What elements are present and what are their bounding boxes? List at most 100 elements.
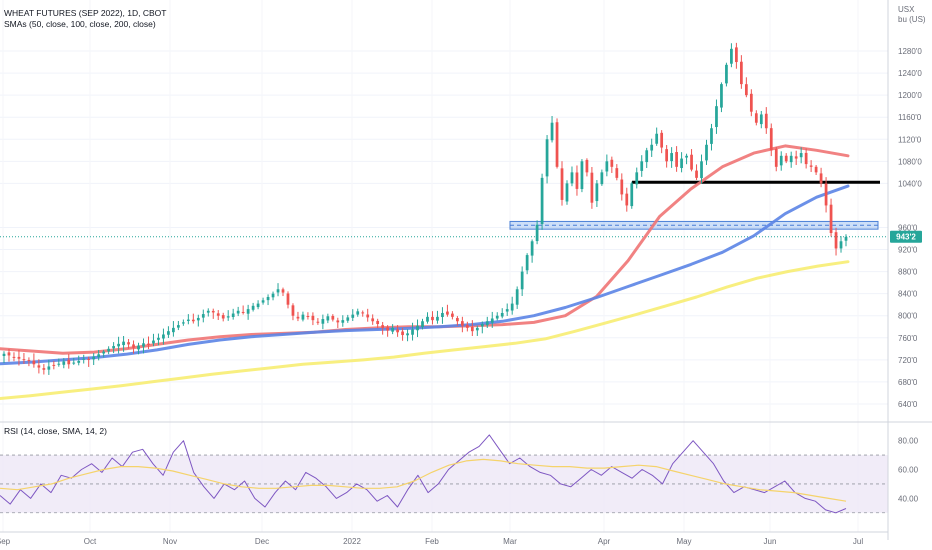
candle-body (705, 144, 708, 161)
price-tick-label: 720'0 (898, 356, 918, 365)
time-tick-label: Feb (425, 537, 439, 546)
candle-body (306, 316, 310, 318)
candle-body (231, 313, 235, 318)
candle-body (695, 170, 698, 178)
candle-body (829, 204, 833, 234)
price-tick-label: 680'0 (898, 378, 918, 387)
rsi-pane: 80.00 60.00 40.00 (0, 434, 919, 514)
candle-body (630, 183, 634, 207)
candle-body (421, 321, 424, 328)
unit-label: bu (US) (898, 15, 926, 24)
candle-body (216, 313, 220, 316)
candle-body (670, 153, 673, 162)
time-tick-label: 2022 (343, 537, 361, 546)
candle-body (730, 48, 733, 64)
candle-body (650, 144, 654, 151)
candle-body (754, 113, 758, 123)
candle-body (749, 93, 753, 112)
candle-body (431, 316, 434, 321)
candle-body (132, 344, 135, 348)
candle-body (480, 324, 484, 327)
candle-body (152, 340, 155, 344)
time-axis: Sep Oct Nov Dec 2022 Feb Mar Apr May Jun Jul (0, 537, 863, 546)
sma-lines (0, 144, 850, 400)
candle-body (42, 368, 46, 370)
price-tick-label: 880'0 (898, 268, 918, 277)
sma-legend: SMAs (50, close, 100, close, 200, close) (4, 19, 156, 29)
price-tick-label: 1280'0 (898, 47, 922, 56)
time-tick-label: Apr (598, 537, 611, 546)
candle-body (346, 317, 350, 321)
candle-body (545, 139, 549, 177)
candle-body (2, 353, 6, 356)
candle-body (7, 352, 11, 356)
candle-body (620, 179, 624, 195)
time-tick-label: Sep (0, 537, 11, 546)
candle-body (72, 362, 76, 364)
candle-body (834, 232, 838, 249)
candle-body (665, 149, 669, 162)
candle-body (675, 152, 678, 167)
candle-body (720, 84, 723, 108)
candle-body (710, 128, 713, 144)
candle-body (62, 361, 66, 365)
candle-body (406, 333, 409, 336)
candle-body (22, 359, 26, 361)
candle-body (605, 161, 609, 172)
price-grid (0, 50, 888, 405)
candle-body (740, 61, 743, 85)
candle-body (660, 132, 664, 148)
candle-body (211, 310, 215, 313)
candle-body (725, 64, 728, 84)
candle-body (625, 193, 629, 206)
candle-body (226, 316, 230, 318)
candle-body (276, 289, 280, 293)
candle-body (102, 351, 106, 354)
price-tick-label: 920'0 (898, 246, 918, 255)
price-tick-label: 1200'0 (898, 91, 922, 100)
candle-body (296, 316, 300, 319)
candle-body (32, 360, 36, 365)
candle-body (690, 154, 693, 170)
price-tick-label: 760'0 (898, 334, 918, 343)
candle-body (510, 303, 514, 311)
candle-body (540, 177, 544, 225)
candle-body (356, 311, 360, 315)
candle-body (191, 319, 195, 322)
candle-body (411, 329, 414, 335)
price-tick-label: 1040'0 (898, 179, 922, 188)
candle-body (57, 363, 61, 365)
candle-body (530, 241, 534, 256)
candle-body (371, 318, 375, 322)
last-price-label: 943'2 (896, 233, 916, 242)
candle-body (700, 161, 703, 179)
candle-body (470, 326, 474, 332)
price-tick-label: 1080'0 (898, 157, 922, 166)
candle-body (261, 300, 265, 303)
candle-body (441, 312, 444, 318)
candle-body (92, 356, 96, 360)
price-tick-label: 640'0 (898, 400, 918, 409)
candle-body (600, 172, 604, 185)
candle-body (291, 305, 295, 316)
candle-body (186, 319, 190, 321)
rsi-tick-label: 60.00 (898, 466, 919, 475)
candlestick-series[interactable] (2, 42, 848, 375)
candle-body (286, 293, 290, 305)
candle-body (256, 303, 260, 308)
candle-body (590, 172, 594, 203)
candle-body (47, 366, 51, 370)
candle-body (147, 343, 150, 345)
candle-body (17, 356, 21, 359)
candle-body (784, 155, 788, 162)
candle-body (77, 360, 81, 363)
candle-body (465, 324, 469, 328)
candle-body (361, 312, 365, 314)
candle-body (575, 172, 579, 189)
candle-body (206, 310, 210, 313)
candle-body (779, 155, 783, 166)
candle-body (181, 322, 185, 324)
candle-body (381, 325, 385, 328)
